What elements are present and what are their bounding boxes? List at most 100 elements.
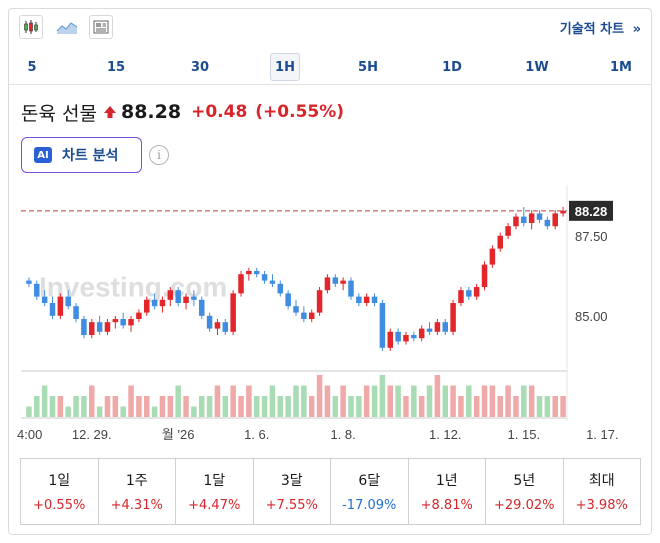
candle-body <box>136 312 142 319</box>
ai-chart-analysis-button[interactable]: AI 차트 분석 <box>21 137 142 173</box>
candle-body <box>521 216 527 223</box>
chart-toolbar: 기술적 차트 » <box>9 9 651 45</box>
price-chart[interactable]: Investing.com 87.50 85.00 88.28 4:00 12. 29. 월… <box>9 185 653 447</box>
candle-body <box>513 216 519 227</box>
candle-body <box>426 328 433 332</box>
candlestick-icon[interactable] <box>19 15 43 39</box>
performance-cell: 1주 +4.31% <box>99 459 176 524</box>
performance-value: -17.09% <box>342 498 397 513</box>
candle-body <box>222 322 229 332</box>
performance-cell: 1년 +8.81% <box>409 459 486 524</box>
volume-bar <box>206 396 213 417</box>
volume-bar <box>403 396 409 417</box>
volume-bar <box>387 385 394 417</box>
ai-badge-icon: AI <box>34 147 52 163</box>
candle-body <box>340 280 346 284</box>
volume-bar <box>285 396 291 417</box>
area-chart-icon[interactable] <box>55 15 79 39</box>
candle-body <box>403 335 409 342</box>
double-chevron-right-icon: » <box>632 22 641 37</box>
interval-5[interactable]: 5 <box>27 59 37 75</box>
volume-bar <box>49 396 56 417</box>
x-tick-label: 1. 6. <box>244 427 269 442</box>
volume-bar <box>65 406 71 417</box>
volume-bar <box>379 375 386 417</box>
performance-cell: 3달 +7.55% <box>254 459 331 524</box>
volume-bar <box>246 385 252 417</box>
volume-bar <box>395 385 401 417</box>
candle-body <box>269 280 276 284</box>
volume-bar <box>175 385 181 417</box>
candle-body <box>230 293 236 332</box>
volume-bar <box>120 406 126 417</box>
volume-bar <box>112 396 119 417</box>
volume-bar <box>466 385 472 417</box>
candle-body <box>434 322 441 332</box>
candle-body <box>206 315 213 329</box>
candle-body <box>49 303 56 316</box>
candle-body <box>324 277 331 291</box>
volume-bar <box>96 406 103 417</box>
candle-body <box>57 296 64 316</box>
volume-bar <box>552 396 558 417</box>
performance-table: 1일 +0.55% 1주 +4.31% 1달 +4.47% 3달 +7.55% 6달 -17.09… <box>20 458 641 525</box>
candle-body <box>191 296 197 300</box>
performance-value: +3.98% <box>575 498 628 513</box>
interval-1d[interactable]: 1D <box>442 59 462 75</box>
quote-header: 돈육 선물 88.28 +0.48 (+0.55%) <box>21 99 344 125</box>
candle-body <box>96 322 103 332</box>
volume-bar <box>442 385 448 417</box>
performance-value: +7.55% <box>265 498 318 513</box>
performance-cell: 5년 +29.02% <box>486 459 564 524</box>
interval-30[interactable]: 30 <box>190 59 210 75</box>
volume-bar <box>198 396 205 417</box>
info-icon[interactable]: i <box>149 145 169 165</box>
candle-body <box>363 296 370 303</box>
performance-value: +29.02% <box>494 498 555 513</box>
volume-bar <box>57 396 64 417</box>
current-price-box <box>569 200 613 221</box>
performance-period: 5년 <box>513 473 536 489</box>
news-icon[interactable] <box>89 15 113 39</box>
price-change: +0.48 <box>191 102 248 122</box>
interval-5h[interactable]: 5H <box>358 59 378 75</box>
candle-body <box>489 248 496 265</box>
interval-1h[interactable]: 1H <box>270 53 300 81</box>
volume-bar <box>560 396 566 417</box>
volume-bar <box>426 385 433 417</box>
performance-period: 1일 <box>48 473 71 489</box>
volume-bar <box>434 375 441 417</box>
volume-bar <box>81 396 87 417</box>
candle-body <box>41 296 48 303</box>
volume-bar <box>348 396 354 417</box>
volume-bar <box>261 396 268 417</box>
technical-chart-link[interactable]: 기술적 차트 » <box>560 18 641 37</box>
candle-body <box>144 299 150 313</box>
volume-bar <box>371 385 378 417</box>
candle-body <box>458 290 464 303</box>
interval-1w[interactable]: 1W <box>525 59 549 75</box>
candle-body <box>65 296 71 307</box>
chart-widget: 기술적 차트 » 5 15 30 1H 5H 1D 1W 1M 돈육 선물 88… <box>8 8 652 535</box>
candle-body <box>81 319 87 335</box>
candle-body <box>159 299 166 307</box>
interval-1m[interactable]: 1M <box>610 59 632 75</box>
candle-body <box>128 319 134 326</box>
candle-body <box>536 213 543 220</box>
performance-period: 6달 <box>358 473 381 489</box>
candle-body <box>112 319 119 323</box>
volume-bar <box>363 385 370 417</box>
interval-15[interactable]: 15 <box>106 59 126 75</box>
candle-body <box>293 306 299 313</box>
volume-bar <box>293 385 299 417</box>
x-tick-label: 1. 15. <box>508 427 541 442</box>
candle-body <box>301 312 307 319</box>
candle-body <box>198 299 205 316</box>
volume-bar <box>191 406 197 417</box>
performance-period: 1주 <box>125 473 148 489</box>
volume-bar <box>458 396 464 417</box>
volume-bar <box>536 396 543 417</box>
volume-bar <box>316 375 323 417</box>
ai-button-label: 차트 분석 <box>62 148 119 164</box>
candle-body <box>261 274 268 281</box>
